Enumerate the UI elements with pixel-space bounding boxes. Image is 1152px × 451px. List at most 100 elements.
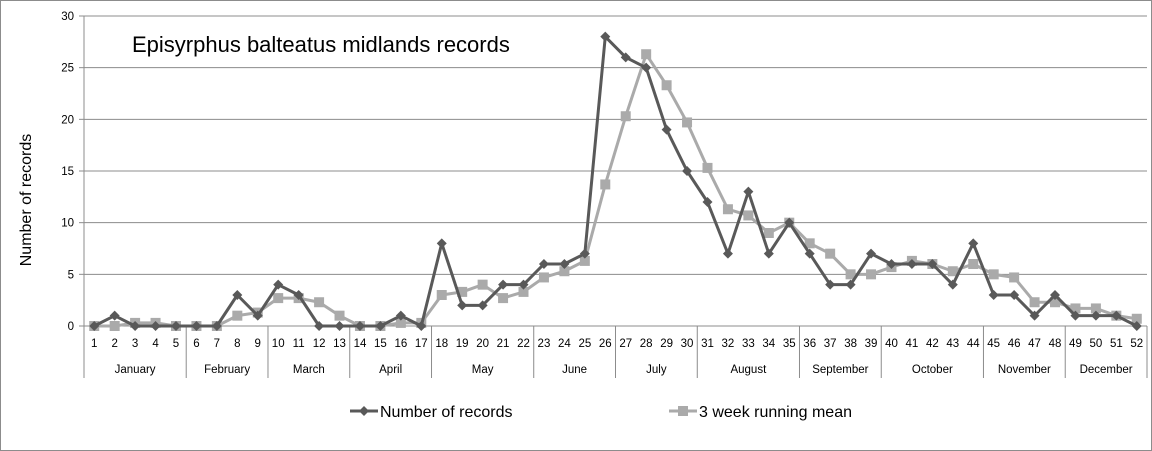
x-tick-label: 3 xyxy=(132,338,138,350)
data-point xyxy=(682,166,693,176)
data-point xyxy=(273,279,284,290)
axes xyxy=(79,15,1148,378)
data-point xyxy=(436,238,447,249)
data-point xyxy=(1009,272,1020,283)
data-point xyxy=(109,310,120,321)
x-tick-label: 2 xyxy=(111,338,117,350)
data-point xyxy=(395,317,406,328)
data-point xyxy=(130,321,141,331)
data-point xyxy=(1009,290,1020,300)
month-label: November xyxy=(998,364,1051,376)
month-label: July xyxy=(646,364,667,376)
x-tick-label: 14 xyxy=(354,338,367,350)
data-point xyxy=(600,179,611,190)
legend-marker xyxy=(678,406,688,416)
data-point xyxy=(661,124,672,135)
month-label: April xyxy=(379,364,402,376)
y-tick-label: 10 xyxy=(61,218,74,230)
x-tick-label: 35 xyxy=(783,338,796,350)
data-point xyxy=(334,310,345,321)
x-tick-label: 44 xyxy=(967,338,980,350)
data-point xyxy=(1070,303,1081,314)
data-point xyxy=(620,111,631,122)
data-point xyxy=(498,279,509,290)
y-tick-label: 30 xyxy=(61,11,74,23)
month-label: January xyxy=(115,364,156,376)
month-label: August xyxy=(730,364,767,376)
data-point xyxy=(436,290,447,300)
y-tick-label: 15 xyxy=(61,166,74,178)
data-point xyxy=(763,248,774,259)
data-point xyxy=(477,300,488,311)
x-tick-label: 6 xyxy=(193,338,199,350)
data-point xyxy=(416,321,427,331)
x-tick-label: 31 xyxy=(701,338,714,350)
x-tick-label: 11 xyxy=(293,338,305,350)
x-tick-label: 7 xyxy=(214,338,220,350)
x-tick-label: 51 xyxy=(1110,338,1123,350)
data-point xyxy=(763,228,774,238)
series-line xyxy=(94,52,1138,328)
x-tick-label: 30 xyxy=(681,338,694,350)
legend-label: Number of records xyxy=(380,404,513,421)
x-tick-label: 43 xyxy=(946,338,959,350)
data-point xyxy=(804,238,815,249)
data-point xyxy=(1070,310,1081,321)
data-point xyxy=(518,279,529,290)
y-tick-label: 0 xyxy=(68,321,74,333)
x-tick-label: 24 xyxy=(558,338,571,350)
data-point xyxy=(314,321,325,331)
legend-label: 3 week running mean xyxy=(699,404,852,421)
data-point xyxy=(1090,303,1101,314)
x-tick-label: 41 xyxy=(906,338,919,350)
data-point xyxy=(150,321,161,331)
data-point xyxy=(559,266,570,277)
month-label: February xyxy=(204,364,250,376)
data-point xyxy=(743,186,754,197)
data-point xyxy=(498,293,509,304)
data-point xyxy=(947,279,958,290)
x-tick-label: 27 xyxy=(619,338,632,350)
data-point xyxy=(579,248,590,259)
data-point xyxy=(784,217,795,228)
month-label: June xyxy=(562,364,587,376)
x-tick-label: 8 xyxy=(234,338,240,350)
month-label: May xyxy=(472,364,494,376)
data-point xyxy=(1050,297,1061,308)
data-point xyxy=(538,259,549,269)
month-label: December xyxy=(1080,364,1133,376)
x-tick-label: 5 xyxy=(173,338,179,350)
x-tick-label: 20 xyxy=(476,338,489,350)
data-point xyxy=(1111,310,1122,321)
data-point xyxy=(334,321,345,331)
y-axis-label: Number of records xyxy=(18,134,35,267)
data-point xyxy=(457,286,468,297)
data-point xyxy=(232,290,243,300)
data-point xyxy=(1131,321,1142,331)
x-tick-label: 21 xyxy=(497,338,510,350)
x-tick-label: 36 xyxy=(803,338,816,350)
data-point xyxy=(600,31,611,42)
x-tick-labels: 1 2 3 4 5 6 7 8 9 10 11 12 13 14 15 16 17 18 19 20 21 22 23 24 2… xyxy=(91,338,1143,350)
x-tick-label: 48 xyxy=(1049,338,1062,350)
data-point xyxy=(314,297,325,308)
data-point xyxy=(825,279,836,290)
data-point xyxy=(252,310,263,321)
gridlines xyxy=(84,15,1147,275)
x-tick-label: 4 xyxy=(152,338,159,350)
data-point xyxy=(579,255,590,266)
data-point xyxy=(743,210,754,221)
data-point xyxy=(457,300,468,311)
data-point xyxy=(191,321,202,331)
x-tick-label: 22 xyxy=(517,338,530,350)
x-tick-label: 9 xyxy=(255,338,261,350)
data-point xyxy=(866,269,877,280)
x-tick-label: 18 xyxy=(435,338,448,350)
x-tick-label: 45 xyxy=(987,338,1000,350)
data-point xyxy=(1029,310,1040,321)
data-point xyxy=(641,49,652,60)
x-tick-label: 49 xyxy=(1069,338,1082,350)
x-tick-label: 39 xyxy=(865,338,878,350)
data-point xyxy=(354,321,365,331)
